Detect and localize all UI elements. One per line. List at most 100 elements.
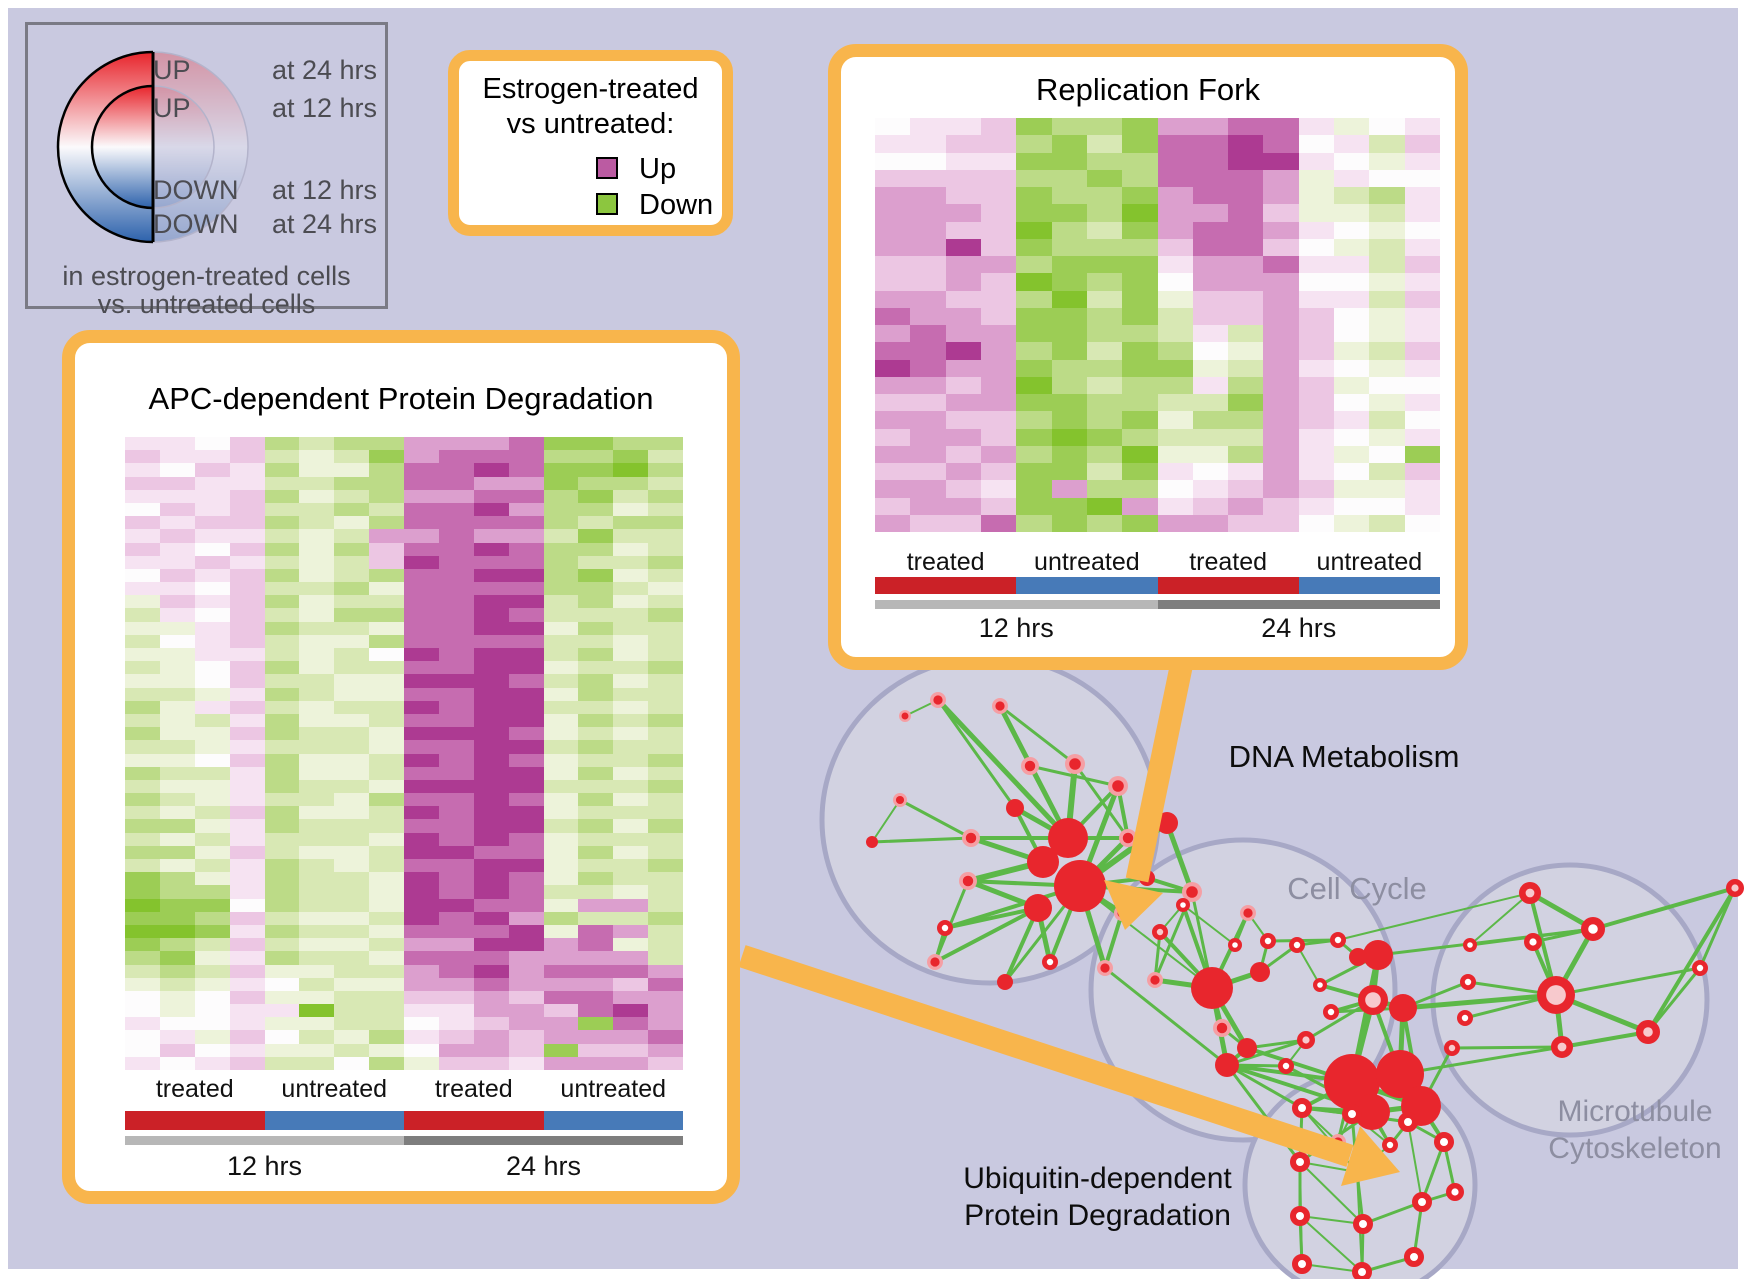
network-node-ring: [1382, 1137, 1399, 1154]
ring-legend-word-up-24: UP: [153, 55, 191, 85]
rf-group-label-treated-24: treated: [1189, 548, 1268, 576]
network-node-ring: [1551, 1036, 1574, 1059]
network-node: [1215, 1053, 1239, 1077]
network-node-ring: [1692, 960, 1709, 977]
network-node-ring: [1462, 937, 1477, 952]
network-node-ring: [1398, 1112, 1418, 1132]
network-edge: [1103, 966, 1229, 1067]
network-edge: [1407, 1121, 1423, 1203]
network-node-ring: [1289, 937, 1306, 954]
arrow-apc-to-ubiquitin: [738, 945, 1354, 1167]
cell-cycle-label: Cell Cycle: [1287, 871, 1427, 906]
network-edge: [1698, 886, 1737, 970]
network-edge: [1337, 892, 1531, 941]
network-node: [1054, 860, 1106, 912]
network-edge: [1073, 762, 1130, 840]
network-node-core: [930, 957, 940, 967]
network-node-ring: [1290, 1206, 1310, 1226]
network-edge: [1469, 892, 1531, 946]
network-node-ring: [1580, 916, 1605, 941]
updown-legend-title-line2: vs untreated:: [506, 108, 675, 140]
rf-time-labels: 12 hrs 24 hrs: [875, 613, 1440, 644]
network-edge: [943, 906, 1040, 930]
network-edge: [1450, 1045, 1564, 1050]
network-node-core: [1112, 780, 1124, 792]
network-edge: [1591, 886, 1737, 931]
network-edge: [1400, 992, 1559, 1011]
network-node-ring: [1260, 933, 1277, 950]
cluster-cell-cycle: [1088, 837, 1398, 1143]
ring-legend-vivid-half: [56, 50, 153, 244]
network-node: [1250, 962, 1270, 982]
ubiquitin-label-line1: Ubiquitin-dependent: [963, 1162, 1232, 1195]
network-node: [1048, 818, 1088, 858]
network-node-ring: [1292, 1254, 1312, 1274]
network-node: [1376, 1050, 1424, 1098]
ring-legend-caption-line2: vs. untreated cells: [97, 289, 316, 319]
apc-panel-title: APC-dependent Protein Degradation: [148, 381, 654, 416]
network-node-core: [901, 712, 909, 720]
network-node-ring: [1296, 1030, 1315, 1049]
rf-time-label-12: 12 hrs: [978, 613, 1054, 643]
network-node-ring: [1404, 1247, 1424, 1267]
rf-group-label-untreated-24: untreated: [1316, 548, 1423, 576]
network-node: [1237, 1038, 1257, 1058]
network-node-ring: [1290, 1152, 1310, 1172]
network-edge: [1646, 886, 1737, 1034]
network-edge: [1164, 820, 1195, 895]
network-edge: [1299, 1215, 1363, 1273]
updown-legend-box: Estrogen-treated vs untreated: Up Down: [448, 50, 733, 236]
apc-time-label-12: 12 hrs: [226, 1151, 303, 1181]
ring-legend-time-24: at 24 hrs: [271, 55, 377, 85]
network-node-ring: [1152, 924, 1169, 941]
dna-metabolism-label: DNA Metabolism: [1228, 739, 1460, 774]
network-node-core: [995, 701, 1005, 711]
network-node-ring: [1227, 937, 1242, 952]
network-node: [1349, 948, 1367, 966]
network-edge: [870, 836, 973, 844]
network-edge: [1299, 1215, 1364, 1225]
network-node: [866, 836, 878, 848]
ring-legend-time-12: at 12 hrs: [271, 93, 377, 123]
network-node-ring: [1445, 1182, 1464, 1201]
microtubule-label-line1: Microtubule: [1557, 1095, 1713, 1128]
down-label: Down: [639, 189, 714, 221]
network-node: [1191, 967, 1233, 1009]
network-node-ring: [1457, 1010, 1474, 1027]
up-color-swatch: [596, 157, 618, 179]
network-edge: [1361, 1200, 1424, 1226]
ring-legend-time-down-12: at 12 hrs: [271, 175, 377, 205]
network-node: [1354, 1094, 1390, 1130]
network-edge: [999, 705, 1031, 767]
apc-time-label-24: 24 hrs: [505, 1151, 582, 1181]
replication-fork-panel: Replication Fork treated untreated treat…: [828, 44, 1468, 670]
network-node-core: [1150, 975, 1160, 985]
ring-legend-caption-line1: in estrogen-treated cells: [62, 261, 351, 291]
network-node: [997, 974, 1013, 990]
microtubule-label-line2: Cytoskeleton: [1548, 1132, 1722, 1165]
network-node-core: [1024, 760, 1036, 772]
updown-legend-title-line1: Estrogen-treated: [482, 73, 699, 105]
arrowhead-replication-to-dna: [1104, 880, 1163, 930]
network-node-ring: [1312, 977, 1327, 992]
network-edge: [933, 906, 1040, 964]
network-node-ring: [1323, 1004, 1340, 1021]
apc-group-label-treated-12: treated: [155, 1075, 234, 1103]
rf-time-label-24: 24 hrs: [1261, 613, 1337, 643]
network-node-ring: [1412, 1192, 1432, 1212]
replication-fork-heatmap: [875, 118, 1440, 532]
ring-legend-box: UP at 24 hrs UP at 12 hrs DOWN at 12 hrs…: [25, 22, 388, 319]
network-node-ring: [1330, 932, 1347, 949]
down-color-swatch: [596, 193, 618, 215]
network-edge: [1299, 1161, 1364, 1225]
ring-legend-word-up-12: UP: [153, 93, 191, 123]
network-edge: [1554, 966, 1702, 997]
arrowhead-apc-to-ubiquitin: [1341, 1126, 1400, 1186]
network-node-ring: [1523, 933, 1542, 952]
apc-group-labels: treated untreated treated untreated: [125, 1075, 683, 1104]
apc-heatmap-panel: APC-dependent Protein Degradation treate…: [62, 330, 740, 1204]
apc-group-label-untreated-12: untreated: [281, 1075, 388, 1103]
network-node-core: [1122, 832, 1134, 844]
rf-group-labels: treated untreated treated untreated: [875, 548, 1440, 577]
network-node-ring: [1444, 1040, 1461, 1057]
